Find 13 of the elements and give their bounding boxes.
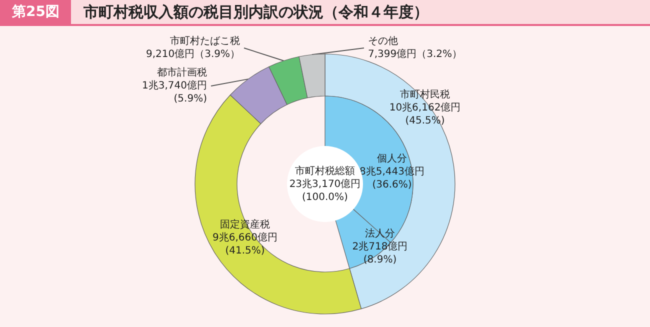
slice-label: 市町村たばこ税	[170, 35, 240, 47]
slice-label: 市町村民税	[400, 88, 450, 100]
slice-label: 都市計画税	[157, 66, 207, 78]
data-label: 9,210億円（3.9%）	[146, 48, 240, 60]
data-label: 9兆6,660億円 (41.5%)	[212, 232, 278, 256]
data-label: 1兆3,740億円 (5.9%)	[142, 80, 208, 104]
slice-label: その他	[368, 35, 398, 47]
data-label: 10兆6,162億円 (45.5%)	[389, 102, 461, 126]
data-label: 7,399億円（3.2%）	[368, 48, 462, 60]
text: 市町村税総額 23兆3,170億円 (100.0%)	[289, 166, 361, 202]
text: 第25図	[0, 0, 72, 24]
slice-label: 個人分	[377, 152, 407, 164]
chart-title: 市町村税収入額の税目別内訳の状況（令和４年度）	[83, 2, 428, 22]
